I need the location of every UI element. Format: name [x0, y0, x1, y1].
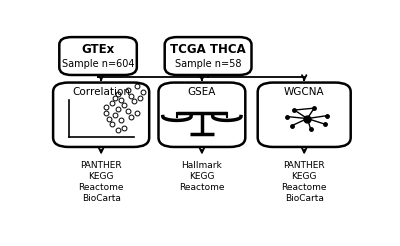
Text: KEGG: KEGG [189, 172, 215, 181]
Text: PANTHER: PANTHER [80, 161, 122, 170]
Text: Reactome: Reactome [78, 183, 124, 192]
FancyBboxPatch shape [53, 83, 149, 147]
Text: Hallmark: Hallmark [182, 161, 222, 170]
Text: PANTHER: PANTHER [283, 161, 325, 170]
Text: Reactome: Reactome [282, 183, 327, 192]
Text: GSEA: GSEA [188, 87, 216, 97]
Text: TCGA THCA: TCGA THCA [170, 43, 246, 56]
FancyBboxPatch shape [158, 83, 245, 147]
FancyBboxPatch shape [165, 37, 252, 75]
Text: WGCNA: WGCNA [284, 87, 324, 97]
FancyBboxPatch shape [258, 83, 351, 147]
Text: KEGG: KEGG [88, 172, 114, 181]
Text: BioCarta: BioCarta [82, 194, 120, 203]
Text: Reactome: Reactome [179, 183, 225, 192]
Text: BioCarta: BioCarta [285, 194, 324, 203]
Text: KEGG: KEGG [292, 172, 317, 181]
Text: Sample n=58: Sample n=58 [175, 59, 241, 69]
FancyBboxPatch shape [59, 37, 137, 75]
Text: GTEx: GTEx [82, 43, 115, 56]
Text: Sample n=604: Sample n=604 [62, 59, 134, 69]
Text: Correlation: Correlation [72, 87, 130, 97]
